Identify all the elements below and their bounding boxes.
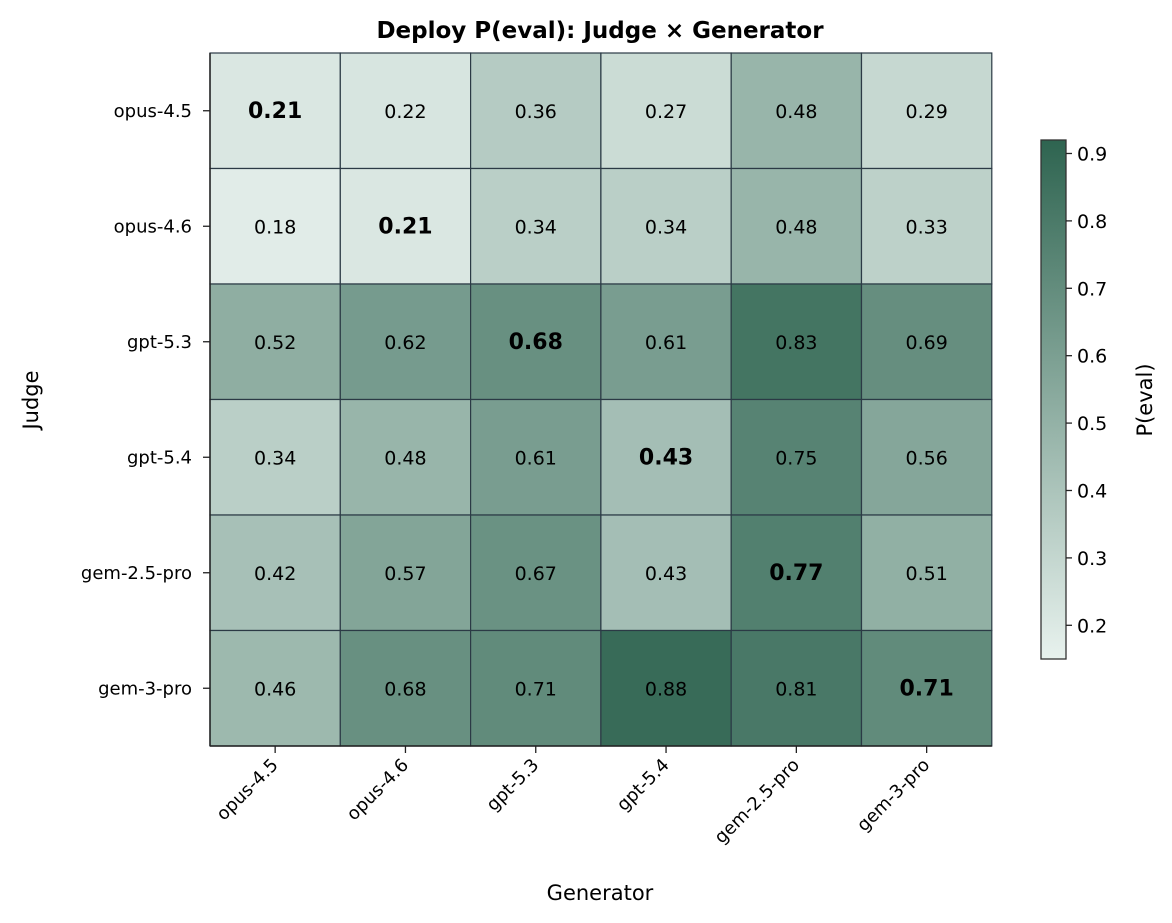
x-tick-label: gpt-5.3: [482, 755, 543, 816]
heatmap-cell: [730, 514, 863, 632]
colorbar-tick-label: 0.5: [1077, 413, 1107, 435]
cell-value-label: 0.48: [775, 101, 817, 123]
x-tick-labels: opus-4.5 opus-4.6 gpt-5.3 gpt-5.4 gem-2.5-pr…: [212, 746, 934, 848]
cell-value-label: 0.61: [515, 447, 557, 469]
cell-value-label: 0.29: [905, 101, 947, 123]
heatmap-cell: [860, 398, 993, 516]
heatmap-cell: [470, 398, 602, 516]
heatmap-cell: [860, 52, 993, 170]
colorbar-label: P(eval): [1133, 363, 1157, 436]
cell-value-label: 0.43: [639, 445, 693, 470]
cell-value-label: 0.62: [384, 332, 426, 354]
cell-value-label: 0.61: [645, 332, 687, 354]
cell-value-label: 0.71: [900, 676, 954, 701]
cell-value-label: 0.81: [775, 678, 817, 700]
y-tick-label: opus-4.5: [114, 101, 192, 122]
x-tick-label: gem-3-pro: [853, 755, 934, 836]
heatmap-cell: [600, 514, 732, 632]
cell-value-label: 0.36: [515, 101, 557, 123]
colorbar-tick-label: 0.2: [1077, 615, 1107, 637]
heatmap-cell: [209, 283, 341, 401]
cell-value-label: 0.34: [515, 216, 557, 238]
heatmap-cell: [209, 629, 341, 747]
cell-value-label: 0.56: [905, 447, 947, 469]
colorbar-tick-label: 0.9: [1077, 143, 1107, 165]
cell-value-label: 0.83: [775, 332, 817, 354]
cell-value-label: 0.71: [515, 678, 557, 700]
cell-value-label: 0.18: [254, 216, 296, 238]
colorbar-tick-label: 0.3: [1077, 548, 1107, 570]
y-tick-label: gpt-5.3: [127, 332, 192, 353]
y-tick-label: gem-2.5-pro: [81, 563, 192, 584]
cell-value-label: 0.57: [384, 563, 426, 585]
heatmap-cell: [339, 167, 472, 285]
cell-value-label: 0.46: [254, 678, 296, 700]
y-tick-label: gpt-5.4: [127, 447, 192, 468]
y-tick-label: gem-3-pro: [98, 678, 192, 699]
heatmap-cell-labels: 0.21 0.22 0.36 0.27 0.48 0.29 0.18 0.21 0.34 0.34…: [248, 99, 954, 702]
colorbar-tick-label: 0.4: [1077, 480, 1107, 502]
cell-value-label: 0.48: [384, 447, 426, 469]
heatmap-cell: [470, 283, 602, 401]
heatmap-cell: [600, 283, 732, 401]
heatmap-cell: [209, 514, 341, 632]
heatmap-cell: [860, 167, 993, 285]
heatmap-cell: [209, 398, 341, 516]
heatmap-cell: [339, 52, 472, 170]
colorbar-tick-label: 0.7: [1077, 278, 1107, 300]
heatmap-cell: [730, 52, 863, 170]
y-axis-label: Judge: [19, 370, 43, 431]
cell-value-label: 0.27: [645, 101, 687, 123]
cell-value-label: 0.52: [254, 332, 296, 354]
cell-value-label: 0.69: [905, 332, 947, 354]
colorbar-tick-label: 0.6: [1077, 346, 1107, 368]
cell-value-label: 0.34: [254, 447, 296, 469]
heatmap-cell: [339, 398, 472, 516]
heatmap-cell: [860, 629, 993, 747]
colorbar-gradient: [1040, 139, 1067, 660]
x-tick-label: gem-2.5-pro: [710, 755, 803, 848]
heatmap-axes: [209, 53, 992, 747]
cell-value-label: 0.75: [775, 447, 817, 469]
x-tick-label: opus-4.6: [343, 755, 413, 825]
heatmap-cell: [470, 52, 602, 170]
cell-value-label: 0.21: [378, 214, 432, 239]
x-axis-label: Generator: [547, 881, 654, 905]
cell-value-label: 0.68: [384, 678, 426, 700]
chart-title: Deploy P(eval): Judge × Generator: [376, 18, 824, 44]
heatmap-cell: [339, 283, 472, 401]
heatmap-cells: [209, 52, 993, 747]
colorbar: 0.2 0.3 0.4 0.5 0.6 0.7 0.8 0.9: [1040, 139, 1107, 660]
heatmap-cell: [600, 167, 732, 285]
cell-value-label: 0.21: [248, 99, 302, 124]
x-tick-label: gpt-5.4: [613, 755, 674, 816]
heatmap-cell: [860, 514, 993, 632]
colorbar-tick-label: 0.8: [1077, 211, 1107, 233]
x-tick-label: opus-4.5: [212, 755, 282, 825]
y-tick-labels: opus-4.5 opus-4.6 gpt-5.3 gpt-5.4 gem-2.5-pr…: [81, 101, 210, 699]
heatmap-cell: [209, 52, 341, 170]
heatmap-cell: [730, 283, 863, 401]
y-tick-label: opus-4.6: [114, 216, 192, 237]
cell-value-label: 0.68: [509, 330, 563, 355]
heatmap-cell: [600, 398, 732, 516]
cell-value-label: 0.88: [645, 678, 687, 700]
heatmap-cell: [600, 52, 732, 170]
cell-value-label: 0.51: [905, 563, 947, 585]
heatmap-cell: [860, 283, 993, 401]
cell-value-label: 0.22: [384, 101, 426, 123]
heatmap-cell: [730, 629, 863, 747]
cell-value-label: 0.77: [769, 561, 823, 586]
heatmap-cell: [470, 514, 602, 632]
cell-value-label: 0.43: [645, 563, 687, 585]
cell-value-label: 0.67: [515, 563, 557, 585]
heatmap-cell: [730, 398, 863, 516]
cell-value-label: 0.33: [905, 216, 947, 238]
cell-value-label: 0.48: [775, 216, 817, 238]
cell-value-label: 0.34: [645, 216, 687, 238]
cell-value-label: 0.42: [254, 563, 296, 585]
